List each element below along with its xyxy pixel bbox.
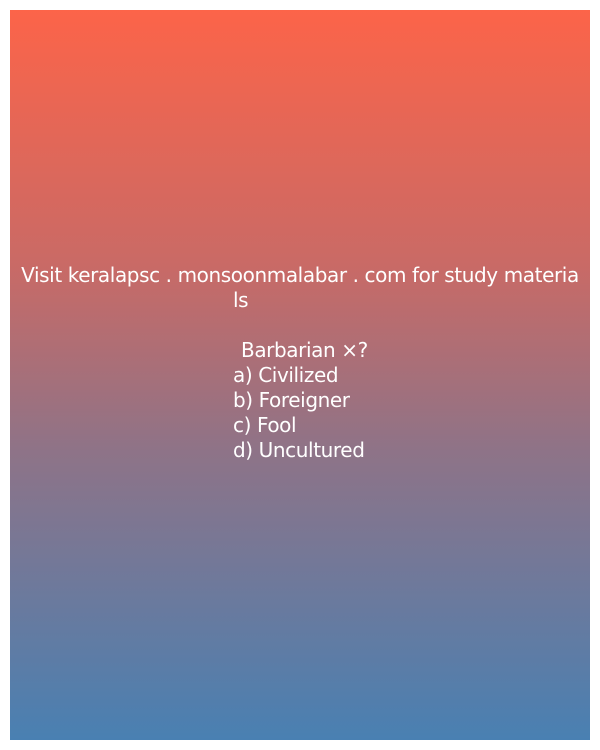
- quiz-card: Visit keralapsc . monsoonmalabar . com f…: [10, 10, 590, 740]
- promo-line-1: Visit keralapsc . monsoonmalabar . com f…: [21, 263, 579, 287]
- spacer: [10, 313, 590, 338]
- quiz-content: Visit keralapsc . monsoonmalabar . com f…: [10, 263, 590, 463]
- option-b: b) Foreigner: [233, 388, 350, 412]
- option-a: a) Civilized: [233, 363, 339, 387]
- promo-line-2: ls: [233, 288, 249, 312]
- option-d: d) Uncultured: [233, 438, 365, 462]
- question-text: Barbarian ×?: [241, 338, 368, 362]
- option-c: c) Fool: [233, 413, 297, 437]
- promo-text: Visit keralapsc . monsoonmalabar . com f…: [10, 263, 590, 313]
